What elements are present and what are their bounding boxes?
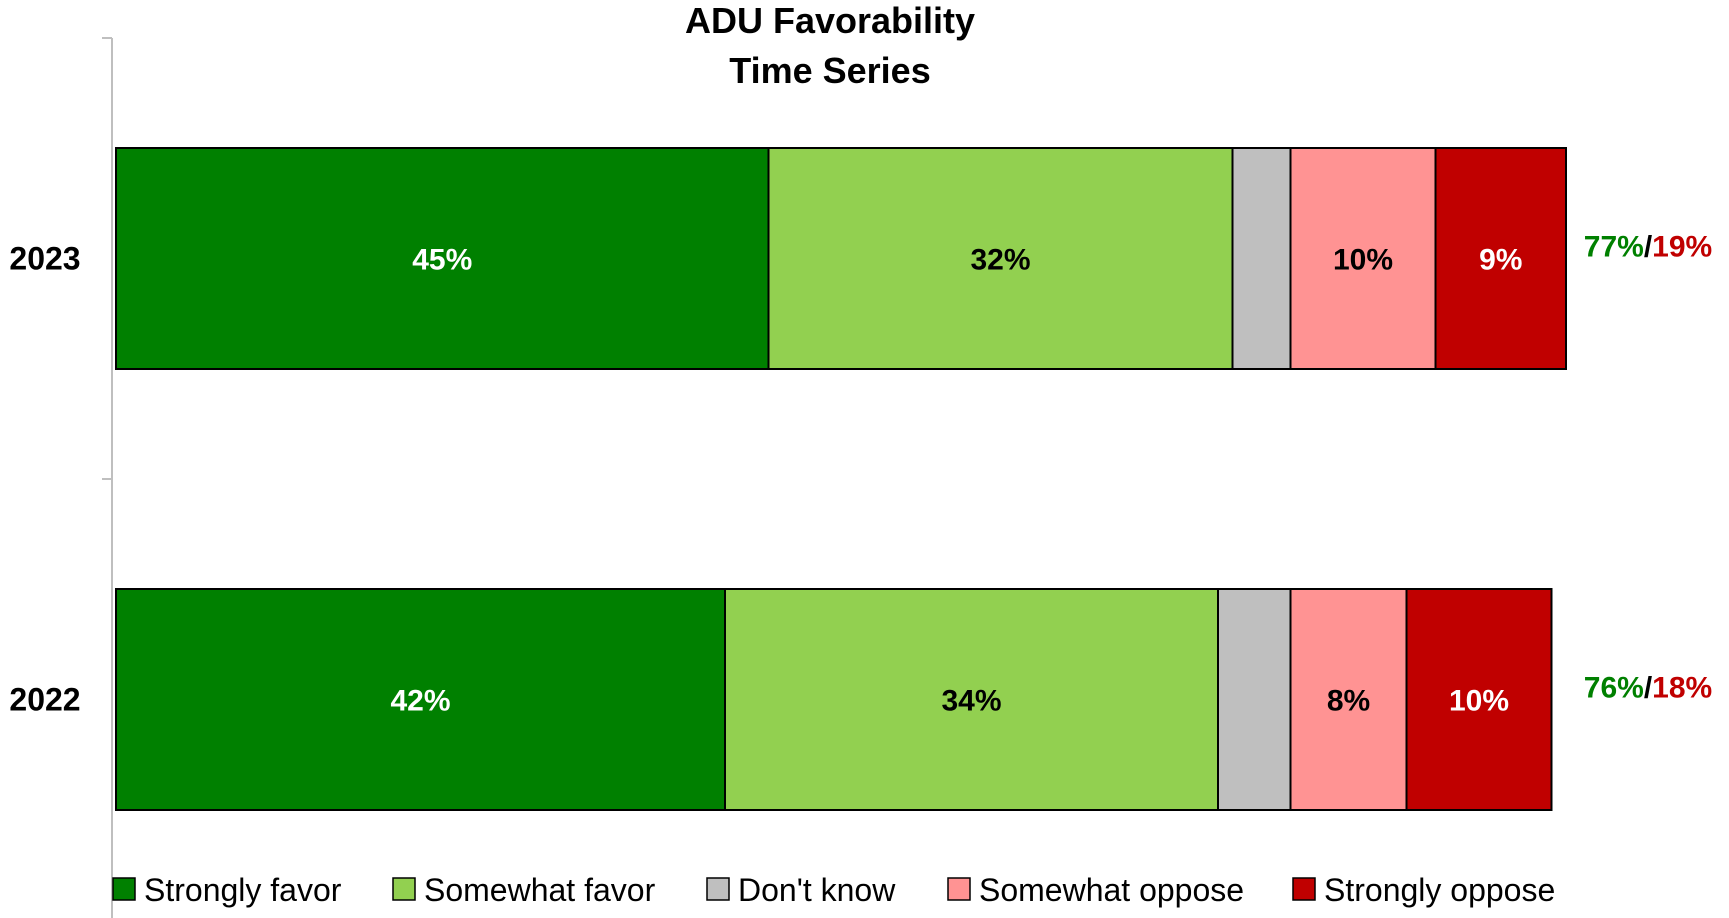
data-label: 9% [1479, 244, 1522, 277]
legend-item-strongly-oppose: Strongly oppose [1292, 872, 1555, 908]
chart-title-line-1: ADU Favorability [685, 0, 975, 41]
bar-segment-strongly-oppose [1434, 147, 1567, 370]
net-oppose-value: 18% [1652, 672, 1712, 705]
legend-item-don-t-know: Don't know [706, 872, 896, 908]
legend-label: Don't know [738, 872, 896, 908]
legend-item-strongly-favor: Strongly favor [112, 872, 342, 908]
bar-segment-somewhat-favor [767, 147, 1234, 370]
bar-row-2023: 2023 45% 32% 10% 9% 77%/19% [9, 147, 1712, 370]
legend-swatch [392, 877, 416, 901]
bar-segment-strongly-oppose [1405, 588, 1553, 811]
data-label: 32% [970, 244, 1030, 277]
data-label: 8% [1327, 685, 1370, 718]
net-separator: / [1644, 231, 1653, 264]
bar-segment-somewhat-oppose [1289, 147, 1437, 370]
legend-label: Somewhat favor [424, 872, 656, 908]
legend-item-somewhat-favor: Somewhat favor [392, 872, 656, 908]
category-axis [102, 37, 113, 918]
bar-segment-don-t-know [1231, 147, 1292, 370]
net-favor-oppose-label: 76%/18% [1584, 672, 1712, 705]
legend-swatch [1292, 877, 1316, 901]
legend-swatch [947, 877, 971, 901]
net-favor-value: 76% [1584, 672, 1644, 705]
legend-item-somewhat-oppose: Somewhat oppose [947, 872, 1244, 908]
category-label: 2023 [9, 241, 80, 277]
data-label: 42% [390, 685, 450, 718]
bar-segment-somewhat-oppose [1289, 588, 1408, 811]
category-label: 2022 [9, 682, 80, 718]
net-oppose-value: 19% [1652, 231, 1712, 264]
bar-row-2022: 2022 42% 34% 8% 10% 76%/18% [9, 588, 1712, 811]
net-separator: / [1644, 672, 1653, 705]
bar-segment-strongly-favor [115, 147, 770, 370]
data-label: 45% [412, 244, 472, 277]
data-label: 10% [1333, 244, 1393, 277]
bar-segment-somewhat-favor [724, 588, 1219, 811]
legend-swatch [706, 877, 730, 901]
data-label: 34% [941, 685, 1001, 718]
bars: 2023 45% 32% 10% 9% 77%/19%2022 42% 34% 8% 10% 76%… [9, 147, 1712, 811]
net-favor-value: 77% [1584, 231, 1644, 264]
bar-segment-strongly-favor [115, 588, 726, 811]
data-label: 10% [1449, 685, 1509, 718]
bar-segment-don-t-know [1217, 588, 1292, 811]
legend: Strongly favor Somewhat favor Don't know So… [112, 872, 1555, 908]
chart-title: ADU Favorability Time Series [685, 0, 975, 91]
legend-label: Strongly oppose [1324, 872, 1555, 908]
chart-title-line-2: Time Series [729, 50, 930, 91]
legend-label: Somewhat oppose [979, 872, 1244, 908]
legend-swatch [112, 877, 136, 901]
net-favor-oppose-label: 77%/19% [1584, 231, 1712, 264]
legend-label: Strongly favor [144, 872, 342, 908]
